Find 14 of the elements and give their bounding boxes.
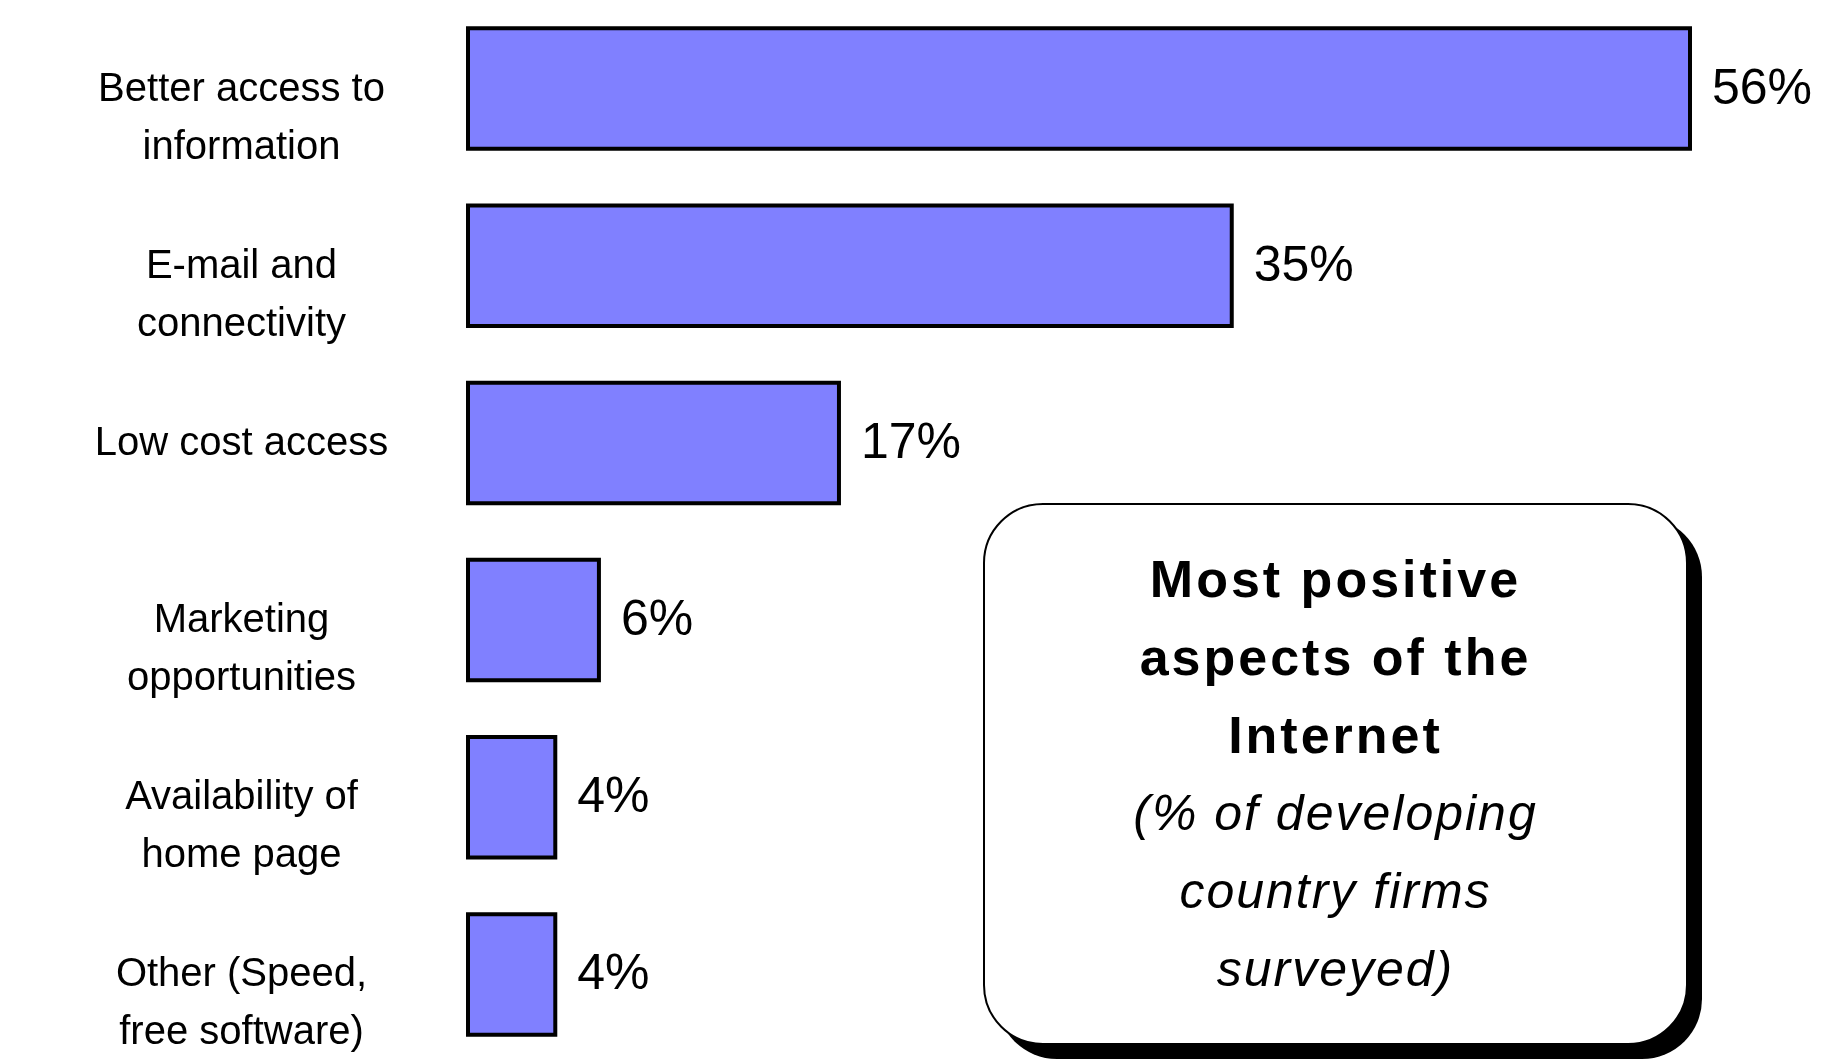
text: (% of developing country firms surveyed)	[1132, 784, 1539, 999]
y-tick-label: Other (Speed, free software)	[115, 950, 368, 1053]
y-tick-label: Better access to information	[98, 64, 385, 167]
data-label: 4%	[577, 767, 650, 824]
y-tick-label: Availability of home page	[125, 773, 359, 876]
data-label: 4%	[577, 944, 650, 1001]
y-tick-label: Low cost access	[94, 418, 389, 463]
y-tick-label: Marketing opportunities	[126, 596, 357, 699]
y-tick-label: E-mail and connectivity	[137, 241, 346, 344]
text: Most positive aspects of the Internet	[1138, 549, 1533, 766]
data-label: 6%	[620, 590, 694, 647]
data-label: 17%	[860, 412, 962, 469]
data-label: 56%	[1712, 58, 1813, 115]
data-label: 35%	[1253, 235, 1354, 292]
